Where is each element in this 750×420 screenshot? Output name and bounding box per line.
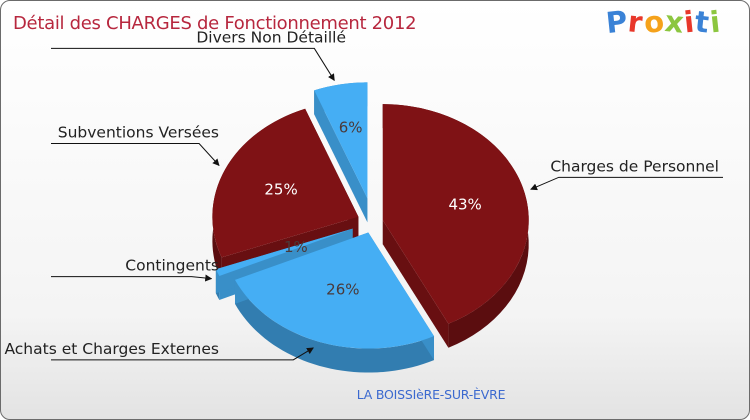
pie-callout-label: Contingents — [125, 257, 219, 275]
pie-callout-label: Subventions Versées — [58, 123, 219, 141]
pie-percent-label: 1% — [284, 238, 308, 256]
pie-callouts: Charges de Personnel Achats et Charges Ex… — [4, 28, 723, 361]
commune-name: LA BOISSIèRE-SUR-ÈVRE — [356, 387, 506, 402]
pie-slice — [314, 82, 368, 199]
pie-callout-line — [51, 142, 220, 167]
pie-callout-label: Divers Non Détaillé — [196, 28, 346, 46]
pie-slice — [212, 108, 359, 258]
pie-callout-label: Achats et Charges Externes — [4, 340, 219, 358]
pie-slice-rim — [234, 279, 434, 373]
pie-callout-line — [51, 47, 335, 82]
pie-slice-wall — [382, 220, 449, 348]
pie-slice — [215, 228, 353, 276]
pie-slice — [382, 104, 529, 324]
pie-slice-wall — [314, 90, 368, 223]
chart-title: Détail des CHARGES de Fonctionnement 201… — [13, 13, 417, 34]
pie-callout-line — [51, 347, 314, 361]
pie-slice — [234, 232, 434, 349]
pie-percent-label: 26% — [326, 280, 359, 298]
pie-callout-label: Charges de Personnel — [550, 157, 719, 175]
pie-slice-tops — [212, 82, 529, 349]
pie-percent-labels: 43% 26% 1% 25% 6% — [264, 119, 481, 299]
pie-callout-line — [530, 176, 723, 191]
pie-callout-line — [51, 274, 213, 282]
pie-percent-label: 25% — [264, 180, 297, 198]
pie-percent-label: 6% — [339, 119, 363, 137]
pie-percent-label: 43% — [448, 196, 481, 214]
